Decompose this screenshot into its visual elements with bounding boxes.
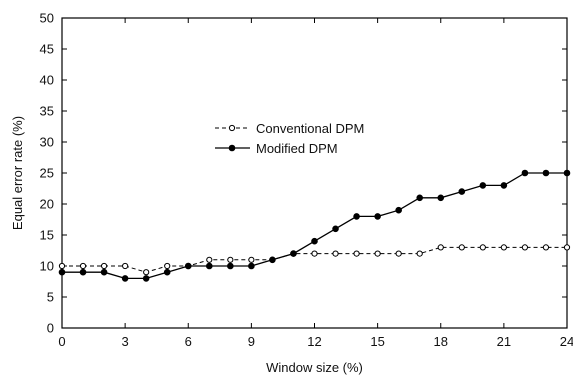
data-point-conventional-dpm: [311, 250, 318, 257]
data-point-conventional-dpm: [521, 244, 529, 251]
data-point-conventional-dpm: [206, 256, 213, 263]
data-point-modified-dpm: [79, 268, 87, 276]
y-tick-label: 50: [40, 11, 54, 26]
x-tick-label: 15: [370, 334, 384, 349]
plot-axes: [61, 17, 568, 329]
data-point-conventional-dpm: [416, 250, 423, 257]
data-point-conventional-dpm: [79, 262, 87, 270]
y-tick-label: 15: [40, 228, 54, 243]
data-point-conventional-dpm: [353, 250, 360, 257]
x-tick-label: 6: [185, 334, 192, 349]
data-point-conventional-dpm: [437, 244, 444, 251]
data-point-modified-dpm: [500, 182, 508, 189]
x-tick-label: 21: [497, 334, 511, 349]
y-axis-label: Equal error rate (%): [10, 116, 25, 230]
y-tick-label: 35: [40, 104, 54, 119]
data-point-modified-dpm: [205, 262, 213, 270]
legend-label-conventional-dpm: Conventional DPM: [256, 121, 364, 136]
x-tick-label: 12: [307, 334, 321, 349]
plot-frame: [61, 17, 568, 329]
data-point-modified-dpm: [353, 213, 360, 220]
x-tick-label: 24: [560, 334, 573, 349]
data-point-modified-dpm: [227, 262, 234, 270]
legend-marker-modified-dpm: [228, 144, 236, 152]
data-point-conventional-dpm: [122, 262, 129, 270]
data-point-modified-dpm: [311, 237, 318, 245]
x-tick-label: 9: [248, 334, 255, 349]
data-point-conventional-dpm: [479, 244, 486, 251]
data-point-conventional-dpm: [332, 250, 339, 257]
data-point-conventional-dpm: [500, 244, 507, 251]
y-tick-label: 10: [40, 259, 54, 274]
data-point-modified-dpm: [542, 169, 550, 177]
data-point-modified-dpm: [121, 275, 129, 282]
data-point-modified-dpm: [374, 213, 381, 220]
data-point-modified-dpm: [248, 262, 255, 270]
data-point-conventional-dpm: [164, 262, 171, 270]
y-tick-label: 25: [40, 166, 54, 181]
x-tick-label: 18: [434, 334, 448, 349]
data-point-conventional-dpm: [563, 244, 571, 251]
data-point-modified-dpm: [563, 169, 571, 177]
x-tick-label: 0: [58, 334, 65, 349]
data-point-conventional-dpm: [143, 269, 150, 276]
y-tick-label: 0: [47, 321, 54, 336]
data-point-modified-dpm: [395, 206, 402, 214]
legend: Conventional DPM Modified DPM: [215, 121, 364, 156]
y-tick-label: 40: [40, 73, 54, 88]
data-point-conventional-dpm: [458, 244, 465, 251]
data-point-conventional-dpm: [395, 250, 402, 257]
data-point-modified-dpm: [163, 268, 171, 276]
data-point-conventional-dpm: [542, 244, 550, 251]
series-layer: [58, 169, 571, 282]
data-point-modified-dpm: [100, 268, 108, 276]
data-point-modified-dpm: [437, 194, 445, 202]
series-line-modified-dpm: [62, 172, 567, 280]
data-point-modified-dpm: [332, 225, 339, 233]
data-point-modified-dpm: [458, 188, 466, 195]
data-point-conventional-dpm: [374, 250, 381, 257]
data-point-modified-dpm: [184, 262, 192, 270]
y-tick-label: 30: [40, 135, 54, 150]
data-point-modified-dpm: [269, 256, 276, 264]
data-point-modified-dpm: [416, 194, 424, 202]
y-tick-label: 20: [40, 197, 54, 212]
data-point-conventional-dpm: [100, 262, 108, 270]
data-point-modified-dpm: [521, 169, 529, 177]
data-point-modified-dpm: [479, 182, 487, 189]
data-point-modified-dpm: [142, 275, 150, 282]
y-tick-label: 45: [40, 42, 54, 57]
legend-label-modified-dpm: Modified DPM: [256, 141, 338, 156]
data-point-conventional-dpm: [248, 256, 255, 263]
legend-marker-conventional-dpm: [228, 124, 236, 132]
data-point-modified-dpm: [290, 250, 297, 257]
data-point-conventional-dpm: [58, 262, 66, 270]
x-tick-label: 3: [122, 334, 129, 349]
y-tick-label: 5: [47, 290, 54, 305]
data-point-modified-dpm: [58, 268, 66, 276]
axis-ticks: 0 3 6 9 12 15 18 21 24 0 5 10 15 20 25 30 35 40 45 50: [40, 11, 573, 350]
data-point-conventional-dpm: [227, 256, 234, 263]
x-axis-label: Window size (%): [266, 360, 363, 375]
